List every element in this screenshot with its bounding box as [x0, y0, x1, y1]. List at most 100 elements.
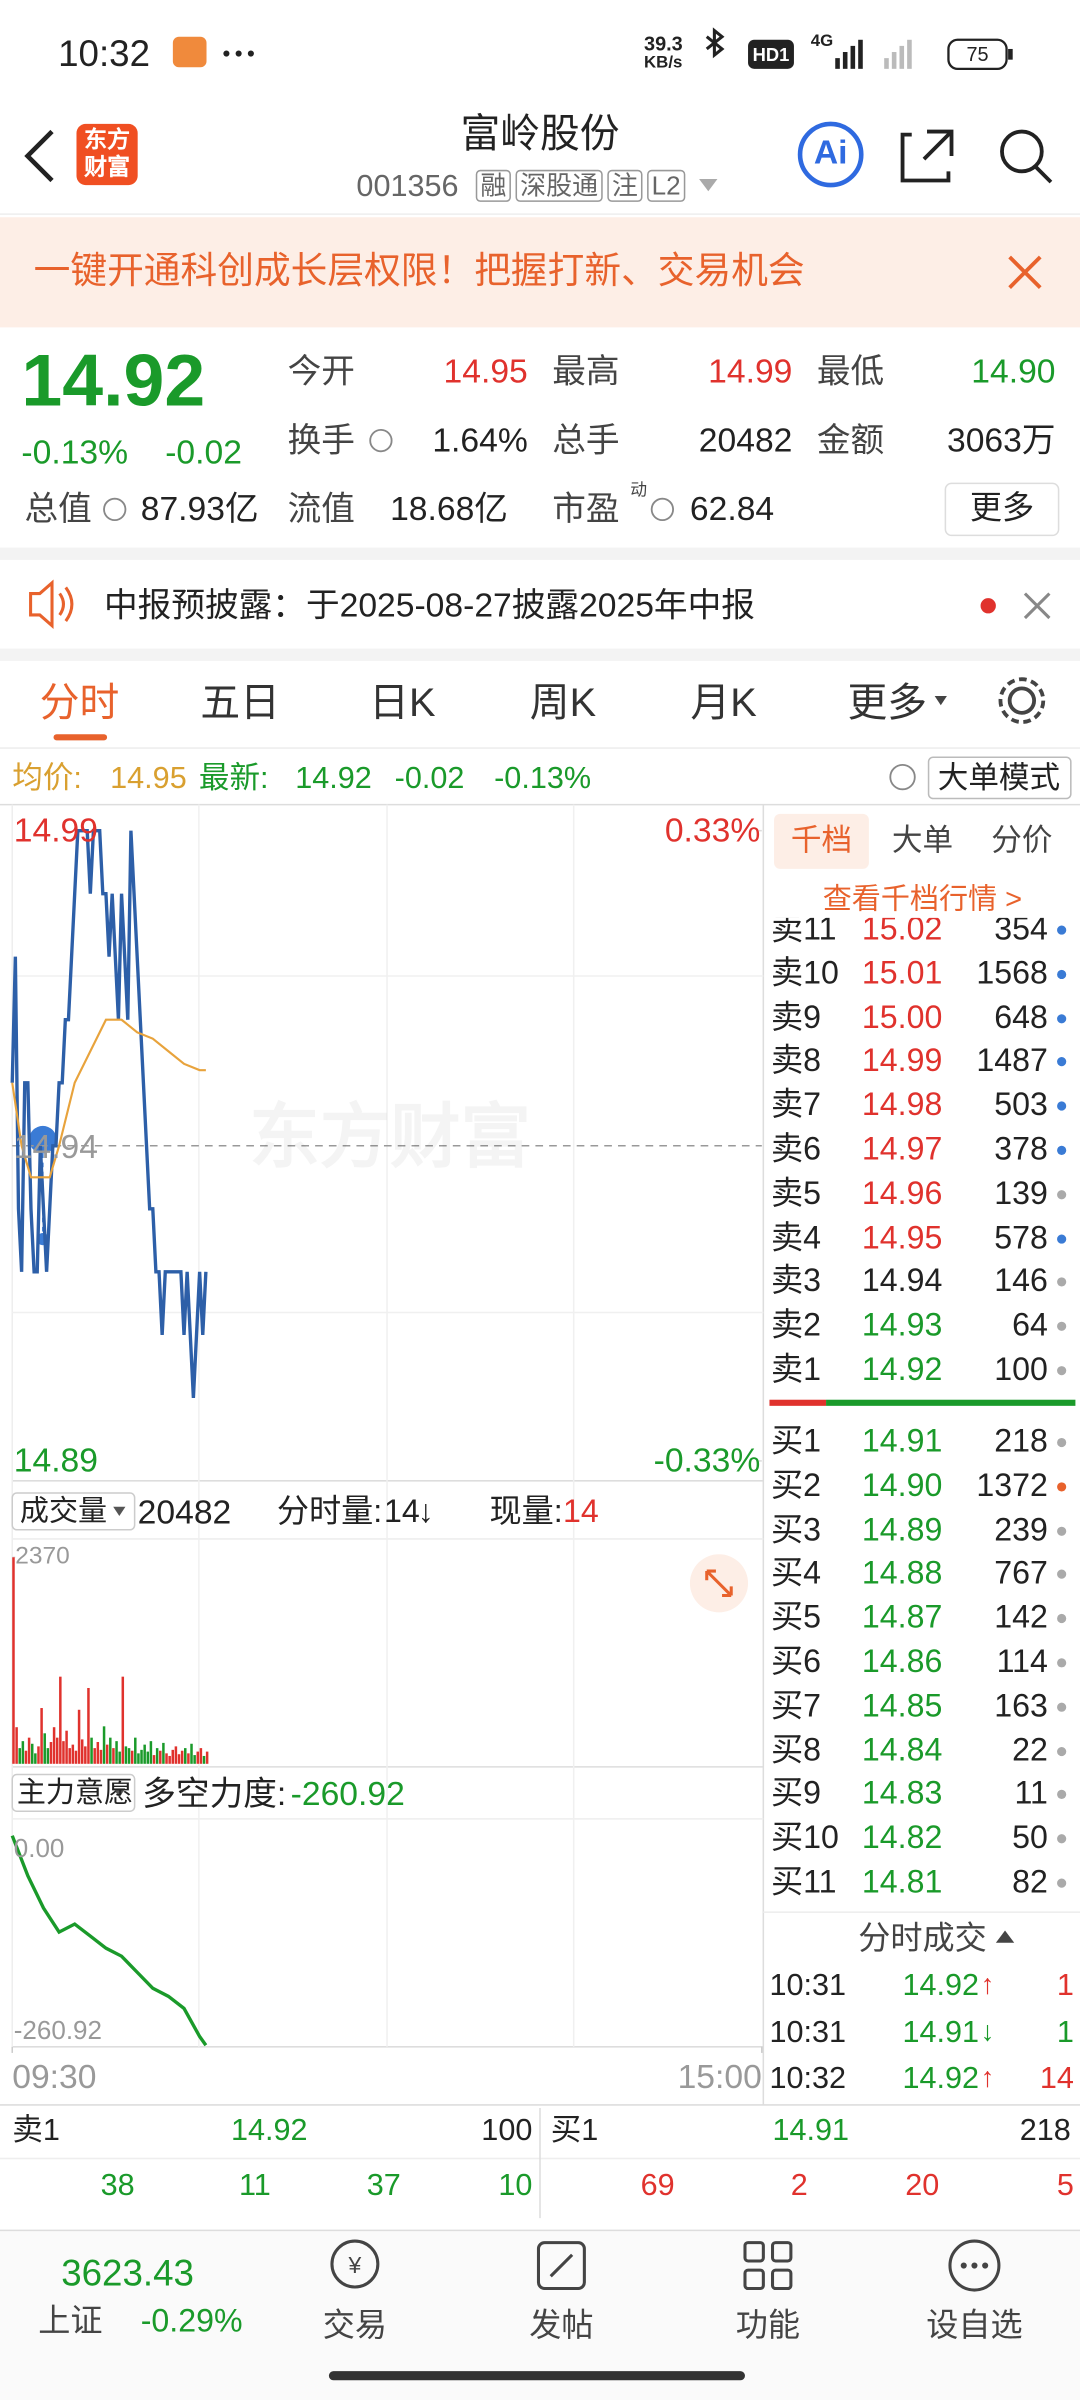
book-dot [1057, 1482, 1067, 1492]
volume-bar [202, 1755, 206, 1764]
volume-bar [196, 1751, 200, 1764]
book-label: 卖9 [770, 999, 821, 1036]
book-price: 14.86 [861, 1644, 943, 1680]
book-label: 卖10 [770, 955, 839, 991]
volume-bar [65, 1730, 68, 1764]
field-label: 今开 [287, 351, 355, 391]
strip-cell: 20 [905, 2169, 940, 2203]
trade-price: 14.92 [902, 1968, 980, 2003]
force-value: -260.92 [290, 1774, 405, 1813]
volume-bar [24, 1750, 28, 1764]
book-label: 卖6 [770, 1132, 821, 1168]
volume-bar [109, 1737, 112, 1764]
tab[interactable]: 日K [369, 679, 436, 726]
volume-bar [146, 1751, 150, 1764]
notice-text[interactable]: 中报预披露：于2025-08-27披露2025年中报 [104, 585, 755, 625]
logo: 财富 [84, 154, 131, 181]
volume-bar [177, 1754, 181, 1764]
nav-item[interactable]: 设自选 [926, 2308, 1023, 2344]
volume-bar [193, 1755, 196, 1764]
index-value[interactable]: 3623.43 [61, 2253, 194, 2295]
volume-bar [187, 1753, 190, 1764]
y-tick-label: -260.92 [13, 2016, 102, 2046]
ai-button[interactable]: Ai [813, 133, 848, 172]
book-volume: 100 [994, 1352, 1048, 1388]
book-price: 14.82 [861, 1820, 943, 1856]
y-tick-label: 14.94 [13, 1127, 98, 1166]
field-label: 总手 [552, 420, 620, 459]
book-price: 15.01 [861, 955, 943, 991]
field-value: 87.93亿 [140, 489, 259, 528]
book-label: 买1 [770, 1424, 821, 1460]
tab[interactable]: 更多 [847, 679, 928, 726]
nav-item[interactable]: 交易 [322, 2308, 388, 2344]
tab[interactable]: 分时 [39, 679, 120, 726]
book-volume: 11 [1014, 1776, 1048, 1812]
volume-bar [130, 1750, 134, 1764]
logo: 东方 [84, 126, 131, 153]
latest-change-pct: -0.13% [494, 761, 592, 796]
book-price: 14.96 [861, 1176, 943, 1212]
strip-price: 14.91 [772, 2114, 850, 2148]
y2-tick-label: 0.33% [664, 810, 761, 850]
volume-bar [199, 1748, 203, 1764]
book-dot [1057, 969, 1067, 979]
book-tab[interactable]: 千档 [790, 824, 853, 859]
book-dot [1057, 1277, 1067, 1288]
field-value: 14.90 [971, 351, 1056, 391]
book-volume: 578 [994, 1220, 1048, 1256]
selector[interactable]: 成交量 [19, 1496, 108, 1529]
volume-bar [52, 1727, 56, 1764]
volume-bar [96, 1742, 100, 1764]
x-tick-label: 09:30 [12, 2057, 97, 2096]
trade-time: 10:32 [769, 2062, 847, 2096]
trade-time: 10:31 [769, 2015, 847, 2050]
banner-text[interactable]: 一键开通科创成长层权限！把握打新、交易机会 [33, 250, 805, 293]
nav-item[interactable]: 发帖 [529, 2308, 594, 2344]
tag: 注 [607, 169, 643, 202]
book-dot [1057, 1746, 1067, 1756]
volume-bar [49, 1742, 53, 1764]
strip-cell: 2 [790, 2169, 808, 2203]
volume-bar [162, 1742, 165, 1764]
selector[interactable]: 主力意愿 [16, 1777, 134, 1810]
book-dot [1057, 1057, 1067, 1067]
volume-bar [87, 1687, 90, 1764]
tab[interactable]: 五日 [200, 679, 280, 726]
book-tab[interactable]: 分价 [991, 824, 1053, 859]
more-button[interactable]: 更多 [969, 491, 1035, 527]
current-volume-label: 现量: [489, 1494, 563, 1530]
book-price: 14.95 [861, 1220, 943, 1256]
field-label: 最高 [552, 351, 620, 391]
force-label: 多空力度: [142, 1774, 287, 1813]
volume-bar [159, 1750, 162, 1764]
book-price: 14.81 [861, 1864, 943, 1900]
tab[interactable]: 周K [529, 679, 597, 726]
nav-item[interactable]: 功能 [735, 2308, 801, 2344]
strip-price: 14.92 [230, 2114, 308, 2148]
battery: 75 [966, 42, 989, 66]
hd-icon: HD1 [752, 44, 790, 66]
minute-volume: 14 [383, 1494, 420, 1530]
field-label: 流值 [287, 489, 355, 528]
book-dot [1057, 1614, 1067, 1624]
book-tab[interactable]: 大单 [891, 824, 954, 859]
svg-text:¥: ¥ [348, 2252, 362, 2278]
book-volume: 139 [994, 1176, 1048, 1212]
tab[interactable]: 月K [690, 679, 757, 726]
book-link[interactable]: 查看千档行情 > [822, 884, 1023, 917]
y-tick-label: 2370 [15, 1543, 70, 1570]
book-label: 买8 [770, 1732, 821, 1768]
book-price: 14.97 [861, 1132, 943, 1168]
field-sup: 动 [630, 481, 648, 501]
book-volume: 22 [1012, 1732, 1048, 1768]
clock: 10:32 [58, 33, 151, 75]
latest-value: 14.92 [295, 761, 372, 796]
mode-button[interactable]: 大单模式 [937, 761, 1061, 796]
book-volume: 503 [994, 1087, 1048, 1124]
net-speed: 39.3 [644, 32, 683, 56]
ask-list: 卖11 15.02 354 卖10 15.01 1568 卖9 15.00 648 卖8 14.99… [0, 918, 1080, 1392]
